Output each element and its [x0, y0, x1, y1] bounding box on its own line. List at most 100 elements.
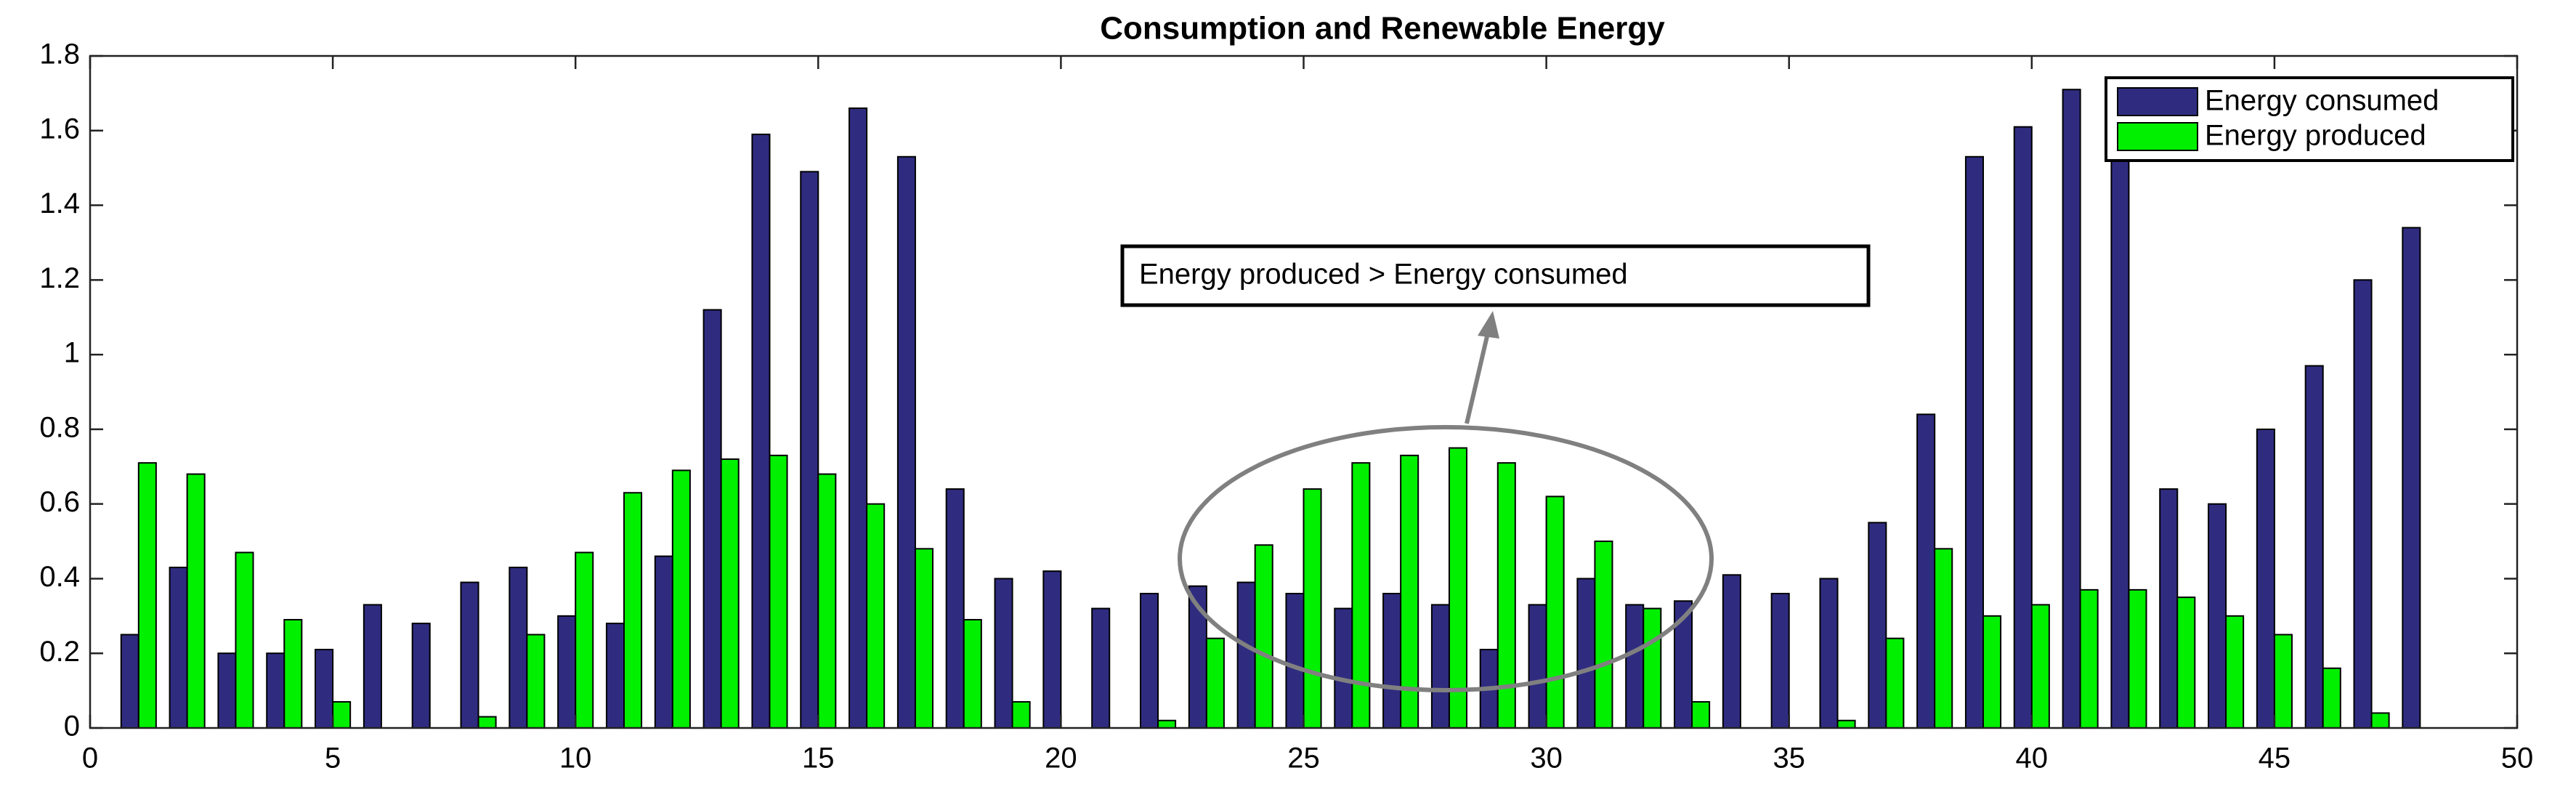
x-tick-label: 50 — [2501, 743, 2534, 774]
x-tick-label: 40 — [2016, 743, 2049, 774]
bar — [2030, 604, 2050, 729]
annotation-text: Energy produced > Energy consumed — [1139, 259, 1628, 291]
bar — [1042, 570, 1062, 729]
bar — [1528, 604, 1547, 729]
bar — [1625, 604, 1645, 729]
bar — [2208, 503, 2227, 729]
y-tick-label: 0.6 — [39, 486, 80, 518]
bar — [1205, 637, 1225, 729]
x-tick-label: 0 — [82, 743, 98, 774]
y-tick-label: 1 — [64, 337, 80, 369]
bar — [1430, 604, 1450, 729]
bar — [963, 618, 982, 729]
bar — [848, 107, 868, 729]
bar — [283, 618, 303, 729]
bar — [1594, 541, 1613, 729]
bar — [605, 623, 625, 729]
bar — [1545, 495, 1565, 729]
bar — [1982, 615, 2002, 729]
y-tick-label: 1.4 — [39, 187, 80, 219]
bar — [1236, 581, 1256, 729]
bar — [1091, 607, 1111, 729]
bar — [2176, 596, 2196, 729]
bar — [914, 548, 933, 729]
bar — [1722, 574, 1741, 729]
bar — [1916, 413, 1936, 729]
x-tick-label: 5 — [325, 743, 341, 774]
y-tick-label: 0.8 — [39, 411, 80, 443]
bar — [1576, 578, 1596, 729]
bar — [1351, 462, 1371, 729]
bar — [411, 623, 431, 729]
bar — [2225, 615, 2245, 729]
bar — [186, 473, 206, 729]
bar — [1643, 607, 1662, 729]
bar — [654, 555, 673, 729]
bar — [575, 551, 594, 729]
x-tick-label: 25 — [1287, 743, 1320, 774]
bar — [2159, 488, 2179, 729]
y-tick-label: 0 — [64, 711, 80, 743]
bar — [2273, 634, 2293, 729]
bar — [362, 604, 382, 729]
bar — [1964, 155, 1984, 729]
bar — [315, 649, 334, 729]
legend-label: Energy produced — [2205, 120, 2426, 152]
bar — [702, 309, 722, 729]
bar — [2304, 365, 2324, 729]
bar — [769, 454, 788, 729]
bar — [800, 171, 819, 729]
bar — [217, 652, 237, 729]
bar — [2062, 89, 2081, 729]
bar — [137, 462, 157, 729]
bar — [1448, 447, 1468, 729]
legend-swatch — [2117, 122, 2198, 151]
bar — [1157, 719, 1177, 729]
x-tick-label: 35 — [1773, 743, 1805, 774]
bar — [1303, 488, 1322, 729]
x-tick-label: 45 — [2259, 743, 2291, 774]
bar — [1285, 593, 1305, 729]
bar — [1691, 701, 1711, 729]
bar — [1770, 593, 1790, 729]
x-tick-label: 30 — [1530, 743, 1563, 774]
bar — [169, 567, 188, 729]
bar — [526, 634, 546, 729]
bar — [1868, 522, 1887, 729]
bar — [2079, 588, 2099, 729]
bar — [2256, 428, 2275, 729]
bar — [460, 581, 479, 729]
y-tick-label: 1.2 — [39, 262, 80, 294]
x-tick-label: 20 — [1045, 743, 1077, 774]
x-tick-label: 15 — [802, 743, 835, 774]
bar — [235, 551, 254, 729]
chart-title: Consumption and Renewable Energy — [1100, 11, 1665, 46]
bar — [945, 488, 965, 729]
bar — [817, 473, 837, 729]
bar — [2370, 712, 2390, 729]
bar — [557, 615, 577, 729]
y-tick-label: 1.6 — [39, 113, 80, 145]
y-tick-label: 0.4 — [39, 561, 80, 593]
legend-label: Energy consumed — [2205, 85, 2439, 117]
bar — [1011, 701, 1031, 729]
y-tick-label: 1.8 — [39, 39, 80, 70]
bar — [623, 492, 643, 729]
bar — [2402, 227, 2421, 729]
bar — [671, 469, 691, 729]
bar — [266, 652, 285, 729]
bar — [866, 503, 886, 729]
bar — [332, 701, 352, 729]
bar — [1334, 607, 1353, 729]
bar — [2013, 126, 2033, 729]
legend-swatch — [2117, 87, 2198, 116]
bar — [751, 133, 771, 729]
bar — [1934, 548, 1953, 729]
bar — [1819, 578, 1839, 729]
bar — [509, 567, 528, 729]
bar — [1254, 544, 1273, 729]
bar — [2110, 137, 2130, 729]
annotation-ellipse — [1178, 425, 1714, 692]
bar — [896, 155, 916, 729]
